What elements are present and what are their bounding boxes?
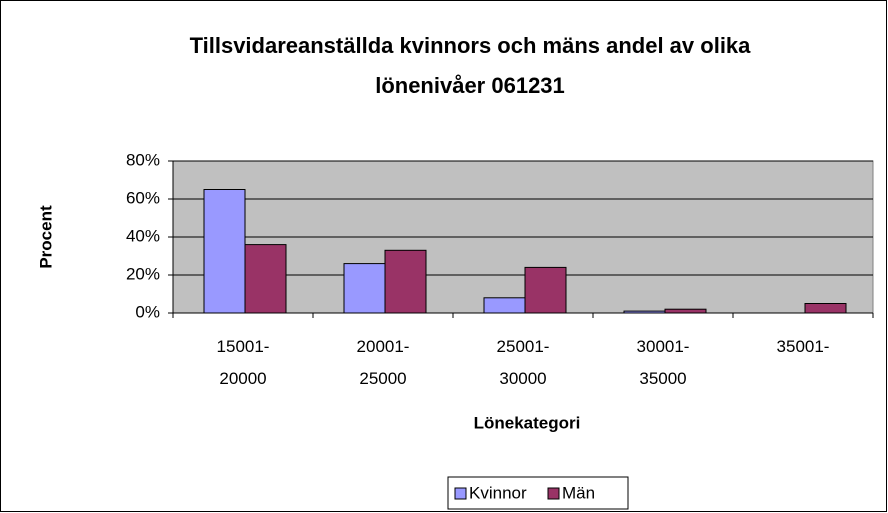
bar — [384, 249, 427, 314]
x-tick-label: 30001-35000 — [637, 337, 690, 388]
bar — [343, 263, 386, 314]
y-axis-label: Procent — [36, 205, 55, 269]
y-tick-label: 40% — [126, 226, 160, 245]
bar — [664, 308, 707, 314]
bar — [524, 266, 567, 314]
legend-swatch — [547, 487, 560, 500]
bar — [244, 244, 287, 314]
bar — [623, 310, 666, 314]
x-tick-label: 25001-30000 — [497, 337, 550, 388]
x-axis-label: Lönekategori — [474, 413, 581, 432]
chart-title: Tillsvidareanställda kvinnors och mäns a… — [189, 33, 751, 98]
legend-label: Män — [562, 483, 595, 502]
y-tick-label: 60% — [126, 188, 160, 207]
bar — [483, 297, 526, 314]
x-tick-label: 15001-20000 — [217, 337, 270, 388]
legend-label: Kvinnor — [469, 483, 527, 502]
legend-box — [447, 476, 629, 510]
legend-swatch — [454, 487, 467, 500]
x-tick-label: 35001- — [777, 337, 830, 356]
y-tick-label: 80% — [126, 150, 160, 169]
bar — [804, 303, 847, 314]
bar — [203, 189, 246, 314]
x-tick-label: 20001-25000 — [357, 337, 410, 388]
y-tick-label: 0% — [135, 302, 160, 321]
y-tick-label: 20% — [126, 264, 160, 283]
